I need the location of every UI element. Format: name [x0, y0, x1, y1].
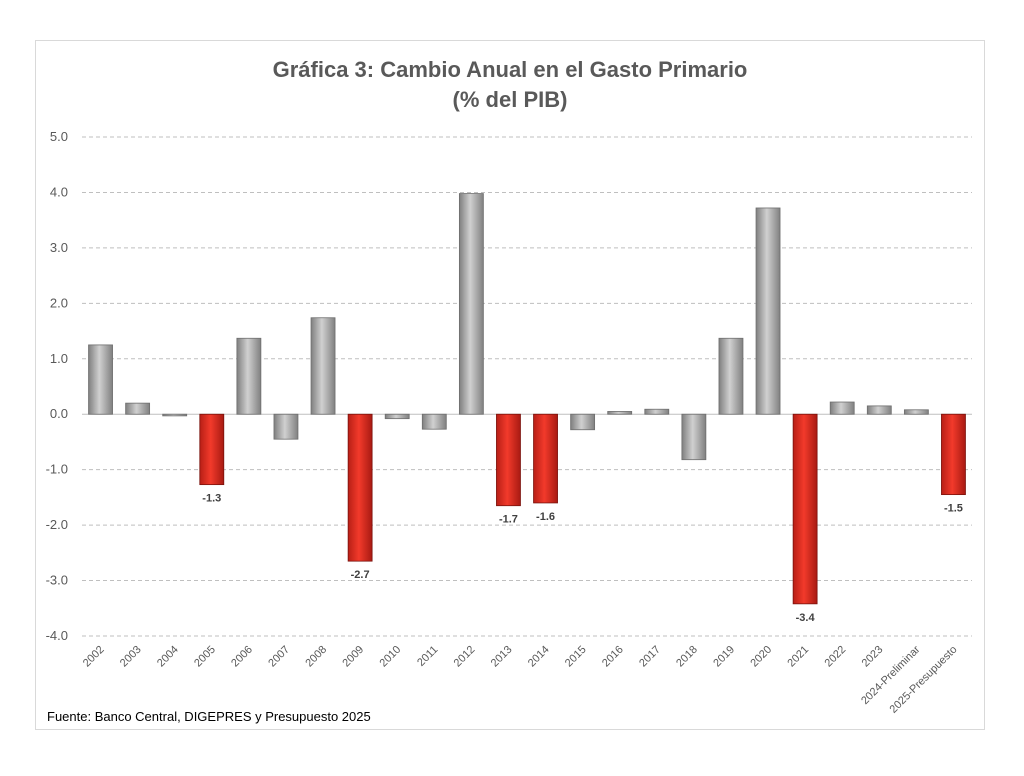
bar-2005 — [199, 413, 225, 486]
data-labels: -1.3 -2.7 -1.7 -1.6 -3.4 -1.5 — [202, 493, 963, 624]
gridlines — [82, 136, 972, 637]
y-tick-label: -1.0 — [46, 462, 68, 477]
x-tick-label: 2021 — [785, 644, 811, 670]
x-tick-label: 2014 — [526, 644, 552, 670]
chart-title-line-1: Gráfica 3: Cambio Anual en el Gasto Prim… — [272, 57, 748, 82]
x-tick-label: 2023 — [860, 644, 886, 670]
x-tick-label: 2010 — [378, 644, 404, 670]
x-tick-label: 2017 — [637, 644, 663, 670]
data-label-2014: -1.6 — [536, 511, 555, 523]
x-tick-label: 2018 — [674, 644, 700, 670]
chart-frame — [35, 40, 985, 730]
bar-2020 — [755, 207, 781, 415]
x-axis-ticks: 2002 2003 2004 2005 2006 2007 2008 2009 2010 2011… — [81, 643, 960, 715]
bar-2023 — [866, 405, 892, 415]
bar-2017 — [644, 408, 670, 415]
bar-2004 — [162, 413, 188, 417]
bar-2022 — [829, 401, 855, 415]
y-tick-label: 3.0 — [50, 240, 68, 255]
bar-2011 — [421, 413, 447, 430]
x-tick-label: 2022 — [823, 644, 849, 670]
bar-2016 — [607, 411, 633, 415]
x-tick-label: 2025-Presupuesto — [888, 644, 960, 716]
bar-2024-Preliminar — [903, 409, 929, 415]
data-label-2009: -2.7 — [351, 569, 370, 581]
data-label-2005: -1.3 — [202, 493, 221, 505]
x-tick-label: 2012 — [452, 644, 478, 670]
bar-2025-Presupuesto — [941, 413, 966, 496]
data-label-2025-Presupuesto: -1.5 — [944, 503, 963, 515]
data-label-2013: -1.7 — [499, 514, 518, 526]
x-tick-label: 2015 — [563, 644, 589, 670]
x-tick-label: 2009 — [340, 644, 366, 670]
bar-2007 — [273, 413, 299, 440]
chart-title: Gráfica 3: Cambio Anual en el Gasto Prim… — [35, 55, 985, 115]
bar-2015 — [570, 413, 596, 431]
bar-2006 — [236, 337, 262, 415]
bars — [88, 193, 966, 605]
x-tick-label: 2002 — [81, 644, 107, 670]
y-tick-label: -3.0 — [46, 573, 68, 588]
bar-2019 — [718, 337, 744, 415]
y-tick-label: -2.0 — [46, 517, 68, 532]
x-tick-label: 2004 — [155, 644, 181, 670]
y-tick-label: 2.0 — [50, 295, 68, 310]
y-tick-label: 0.0 — [50, 406, 68, 421]
y-tick-label: 1.0 — [50, 351, 68, 366]
x-tick-label: 2008 — [303, 644, 329, 670]
bar-2003 — [125, 402, 151, 415]
x-tick-label: 2019 — [711, 644, 737, 670]
chart-title-line-2: (% del PIB) — [452, 87, 568, 112]
x-tick-label: 2011 — [415, 644, 440, 669]
x-tick-label: 2016 — [600, 644, 626, 670]
y-tick-label: 4.0 — [50, 184, 68, 199]
y-tick-label: 5.0 — [50, 129, 68, 144]
bar-2008 — [310, 317, 336, 415]
x-tick-label: 2013 — [489, 644, 515, 670]
bar-2009 — [347, 413, 373, 562]
x-tick-label: 2007 — [266, 644, 292, 670]
bar-2010 — [384, 413, 410, 420]
y-tick-label: -4.0 — [46, 628, 68, 643]
x-tick-label: 2020 — [748, 644, 774, 670]
x-tick-label: 2003 — [118, 644, 144, 670]
bar-2018 — [681, 413, 707, 461]
bar-2021 — [792, 413, 818, 605]
bar-2013 — [496, 413, 521, 507]
bar-2014 — [533, 413, 558, 504]
y-axis-ticks: 5.0 4.0 3.0 2.0 1.0 0.0 -1.0 -2.0 -3.0 -4.0 — [46, 129, 68, 643]
bar-2012 — [458, 193, 484, 415]
x-tick-label: 2005 — [192, 644, 218, 670]
bar-2002 — [88, 344, 113, 415]
source-note: Fuente: Banco Central, DIGEPRES y Presup… — [47, 709, 371, 724]
data-label-2021: -3.4 — [796, 612, 816, 624]
x-tick-label: 2006 — [229, 644, 255, 670]
